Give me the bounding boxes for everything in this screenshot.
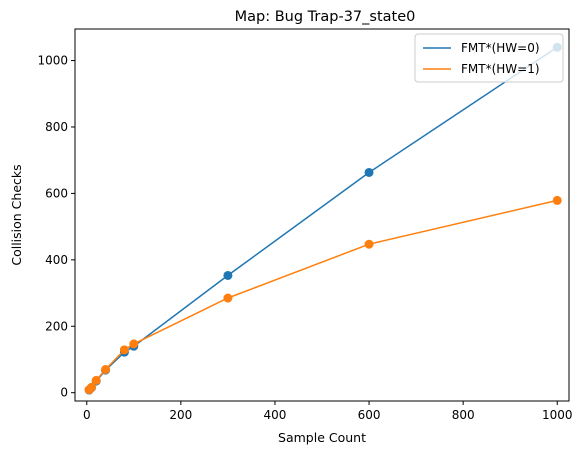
data-point bbox=[364, 239, 374, 249]
y-tick-label: 800 bbox=[45, 120, 68, 134]
x-tick-label: 1000 bbox=[542, 408, 573, 422]
plot-frame bbox=[74, 28, 570, 402]
x-tick-label: 0 bbox=[83, 408, 91, 422]
data-point bbox=[552, 195, 562, 205]
y-tick-label: 200 bbox=[45, 319, 68, 333]
y-axis-label: Collision Checks bbox=[9, 164, 24, 265]
data-point bbox=[129, 339, 139, 349]
legend-label: FMT*(HW=1) bbox=[461, 62, 540, 76]
data-point bbox=[86, 382, 96, 392]
series-line bbox=[88, 199, 558, 391]
data-point bbox=[119, 345, 129, 355]
data-point bbox=[101, 364, 111, 374]
series-1 bbox=[84, 195, 562, 395]
x-axis: 0 200 400 600 800 1000 bbox=[83, 401, 573, 422]
y-tick-label: 0 bbox=[60, 386, 68, 400]
chart-title: Map: Bug Trap-37_state0 bbox=[235, 9, 416, 25]
series-line bbox=[88, 46, 558, 391]
x-tick-label: 200 bbox=[169, 408, 192, 422]
x-tick-label: 600 bbox=[358, 408, 381, 422]
data-point bbox=[91, 375, 101, 385]
data-point bbox=[223, 293, 233, 303]
data-point bbox=[223, 270, 233, 280]
legend-label: FMT*(HW=0) bbox=[461, 41, 540, 55]
x-tick-label: 400 bbox=[263, 408, 286, 422]
series-0 bbox=[84, 42, 562, 395]
series-layer bbox=[84, 42, 562, 395]
y-tick-label: 400 bbox=[45, 253, 68, 267]
x-tick-label: 800 bbox=[452, 408, 475, 422]
legend: FMT*(HW=0) FMT*(HW=1) bbox=[414, 33, 564, 83]
y-tick-label: 600 bbox=[45, 186, 68, 200]
data-point bbox=[364, 167, 374, 177]
y-axis: 0 200 400 600 800 1000 bbox=[37, 54, 75, 400]
x-axis-label: Sample Count bbox=[278, 430, 366, 445]
y-tick-label: 1000 bbox=[37, 54, 68, 68]
legend-box bbox=[414, 33, 564, 83]
